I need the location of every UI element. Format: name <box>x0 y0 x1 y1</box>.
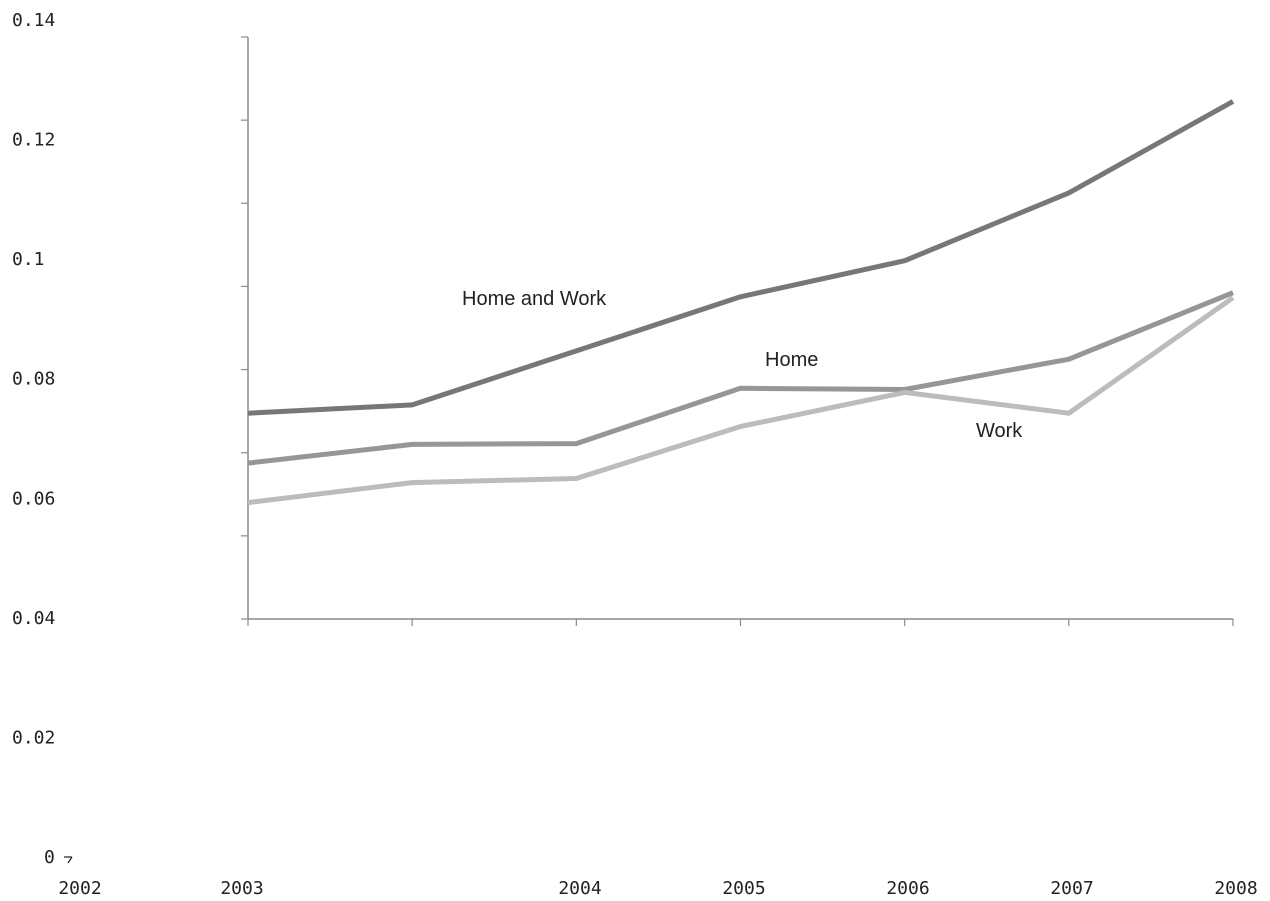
x-tick-label: 2002 <box>58 878 101 899</box>
series-lines <box>247 99 1235 506</box>
y-tick-label: 0.1 <box>12 249 45 270</box>
y-tick-label: 0 <box>44 847 55 868</box>
series-labels: Home and Work Home Work <box>462 288 1023 442</box>
x-tick-label: 2007 <box>1050 878 1093 899</box>
y-tick-label: 0.14 <box>12 10 55 31</box>
y-tick-label: 0.08 <box>12 369 55 390</box>
y-tick-label: 0.12 <box>12 130 55 151</box>
series-line-home <box>247 290 1234 466</box>
x-tick-label: 2008 <box>1214 878 1257 899</box>
origin-tick-mark <box>67 856 73 864</box>
axes <box>241 36 1234 626</box>
x-tick-labels: 2002 2003 2004 2005 2006 2007 2008 <box>58 878 1257 899</box>
series-line-work <box>247 295 1235 506</box>
series-line-home-and-work <box>247 99 1235 416</box>
y-tick-labels: 0 0.02 0.04 0.06 0.08 0.1 0.12 0.14 <box>12 10 73 868</box>
series-label-home: Home <box>765 349 818 371</box>
x-tick-label: 2004 <box>558 878 601 899</box>
y-tick-label: 0.06 <box>12 488 55 509</box>
x-tick-label: 2005 <box>722 878 765 899</box>
x-tick-label: 2003 <box>220 878 263 899</box>
series-label-home-and-work: Home and Work <box>462 288 607 310</box>
series-label-work: Work <box>976 420 1023 442</box>
y-tick-label: 0.02 <box>12 727 55 748</box>
y-tick-label: 0.04 <box>12 608 55 629</box>
x-tick-label: 2006 <box>886 878 929 899</box>
